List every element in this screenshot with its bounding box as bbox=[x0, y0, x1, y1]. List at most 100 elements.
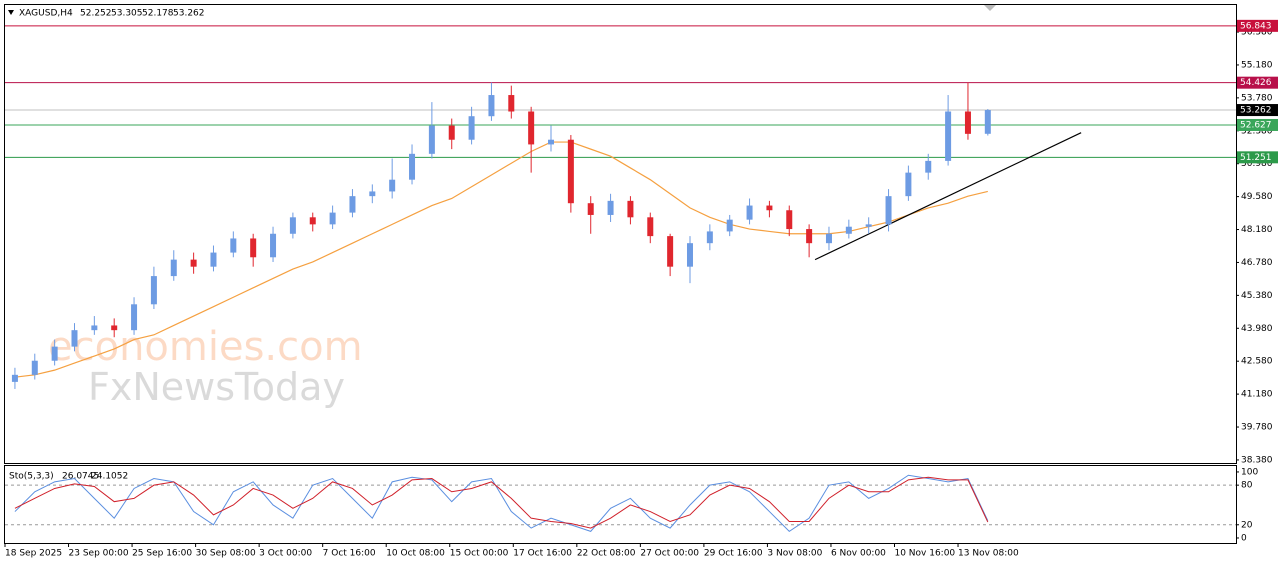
x-tick-label: 7 Oct 16:00 bbox=[323, 549, 376, 559]
shift-marker bbox=[984, 5, 996, 11]
candle-body bbox=[369, 191, 376, 197]
indicator-readout: 24.1052 bbox=[91, 472, 128, 482]
menu-arrow[interactable] bbox=[8, 10, 14, 15]
x-tick-label: 29 Oct 16:00 bbox=[704, 549, 763, 559]
y-tick-label: 50.980 bbox=[1241, 159, 1273, 169]
x-tick-label: 22 Oct 08:00 bbox=[577, 549, 636, 559]
y-tick-label: 42.580 bbox=[1241, 357, 1273, 367]
level-label: 51.251 bbox=[1240, 153, 1272, 163]
level-tag bbox=[1237, 151, 1278, 164]
candle-body bbox=[51, 346, 58, 361]
y-tick-label: 20 bbox=[1241, 520, 1253, 530]
candle-body bbox=[627, 200, 634, 218]
y-tick-label: 53.780 bbox=[1241, 93, 1273, 103]
candle-body bbox=[528, 111, 535, 145]
candle-body bbox=[925, 160, 932, 173]
symbol: XAGUSD,H4 bbox=[19, 9, 73, 19]
candle-body bbox=[11, 374, 18, 382]
candle-body bbox=[786, 210, 793, 230]
candle-body bbox=[91, 325, 98, 331]
x-tick-label: 25 Sep 16:00 bbox=[132, 549, 192, 559]
candle-body bbox=[111, 325, 118, 331]
candle-body bbox=[587, 203, 594, 215]
level-tag bbox=[1237, 104, 1278, 117]
candle-body bbox=[647, 217, 654, 237]
x-tick-label: 17 Oct 16:00 bbox=[513, 549, 572, 559]
main-frame bbox=[4, 4, 1237, 464]
candle-body bbox=[825, 233, 832, 244]
candle-body bbox=[389, 179, 396, 192]
candle-body bbox=[210, 252, 217, 267]
indicator-readout: 26.0745 bbox=[62, 472, 99, 482]
level-tag bbox=[1237, 76, 1278, 89]
candle-body bbox=[468, 116, 475, 140]
x-tick-label: 6 Nov 00:00 bbox=[831, 549, 886, 559]
indicator-frame bbox=[4, 465, 1237, 544]
candle-body bbox=[71, 330, 78, 347]
level-tag bbox=[1237, 118, 1278, 131]
candle-body bbox=[667, 236, 674, 267]
candle-body bbox=[150, 276, 157, 305]
level-label: 54.426 bbox=[1240, 78, 1272, 88]
candle-body bbox=[806, 229, 813, 244]
ohlc-high: 53.305 bbox=[111, 9, 143, 19]
candle-body bbox=[607, 200, 614, 215]
candle-body bbox=[567, 139, 574, 204]
candle-body bbox=[548, 139, 555, 145]
y-tick-label: 100 bbox=[1241, 467, 1258, 477]
candle-body bbox=[329, 212, 336, 225]
indicator-title: Sto(5,3,3) bbox=[9, 472, 54, 482]
candle-body bbox=[488, 95, 495, 117]
level-label: 52.627 bbox=[1240, 120, 1272, 130]
ohlc-low: 52.178 bbox=[142, 9, 174, 19]
level-label: 56.843 bbox=[1240, 21, 1272, 31]
y-tick-label: 0 bbox=[1241, 533, 1247, 543]
ohlc-open: 52.252 bbox=[80, 9, 112, 19]
x-tick-label: 10 Nov 16:00 bbox=[894, 549, 955, 559]
y-tick-label: 48.180 bbox=[1241, 225, 1273, 235]
y-tick-label: 39.780 bbox=[1241, 423, 1273, 433]
candle-body bbox=[170, 259, 177, 277]
y-tick-label: 80 bbox=[1241, 481, 1253, 491]
candle-body bbox=[349, 196, 356, 213]
candle-body bbox=[309, 217, 316, 225]
candle-body bbox=[448, 125, 455, 140]
y-tick-label: 43.980 bbox=[1241, 324, 1273, 334]
x-tick-label: 23 Sep 00:00 bbox=[69, 549, 129, 559]
candle-body bbox=[726, 219, 733, 232]
y-tick-label: 56.580 bbox=[1241, 28, 1273, 38]
level-tag bbox=[1237, 19, 1278, 32]
watermark: economies.com bbox=[48, 324, 363, 370]
candle-body bbox=[865, 224, 872, 227]
candle-body bbox=[746, 205, 753, 220]
x-tick-label: 10 Oct 08:00 bbox=[386, 549, 445, 559]
candle-body bbox=[250, 238, 257, 258]
candle-body bbox=[945, 111, 952, 161]
y-tick-label: 55.180 bbox=[1241, 60, 1273, 70]
candle-body bbox=[270, 233, 277, 258]
x-tick-label: 13 Nov 08:00 bbox=[958, 549, 1019, 559]
candle-body bbox=[409, 153, 416, 180]
y-tick-label: 38.380 bbox=[1241, 455, 1273, 465]
ohlc-close: 53.262 bbox=[173, 9, 205, 19]
stochastic-line bbox=[14, 476, 989, 529]
candle-body bbox=[190, 259, 197, 267]
trendline bbox=[814, 132, 1082, 261]
candle-body bbox=[845, 226, 852, 234]
x-tick-label: 3 Oct 00:00 bbox=[259, 549, 312, 559]
candle-body bbox=[289, 217, 296, 234]
candle-body bbox=[508, 95, 515, 112]
candle-body bbox=[428, 125, 435, 154]
candle-body bbox=[984, 110, 991, 134]
candle-body bbox=[230, 238, 237, 253]
candle-body bbox=[686, 243, 693, 267]
moving-average bbox=[14, 141, 988, 378]
candle-body bbox=[31, 360, 38, 375]
x-tick-label: 18 Sep 2025 bbox=[5, 549, 62, 559]
watermark: FxNewsToday bbox=[88, 365, 345, 409]
stochastic-line bbox=[14, 474, 989, 533]
level-label: 53.262 bbox=[1240, 106, 1272, 116]
y-tick-label: 41.180 bbox=[1241, 390, 1273, 400]
